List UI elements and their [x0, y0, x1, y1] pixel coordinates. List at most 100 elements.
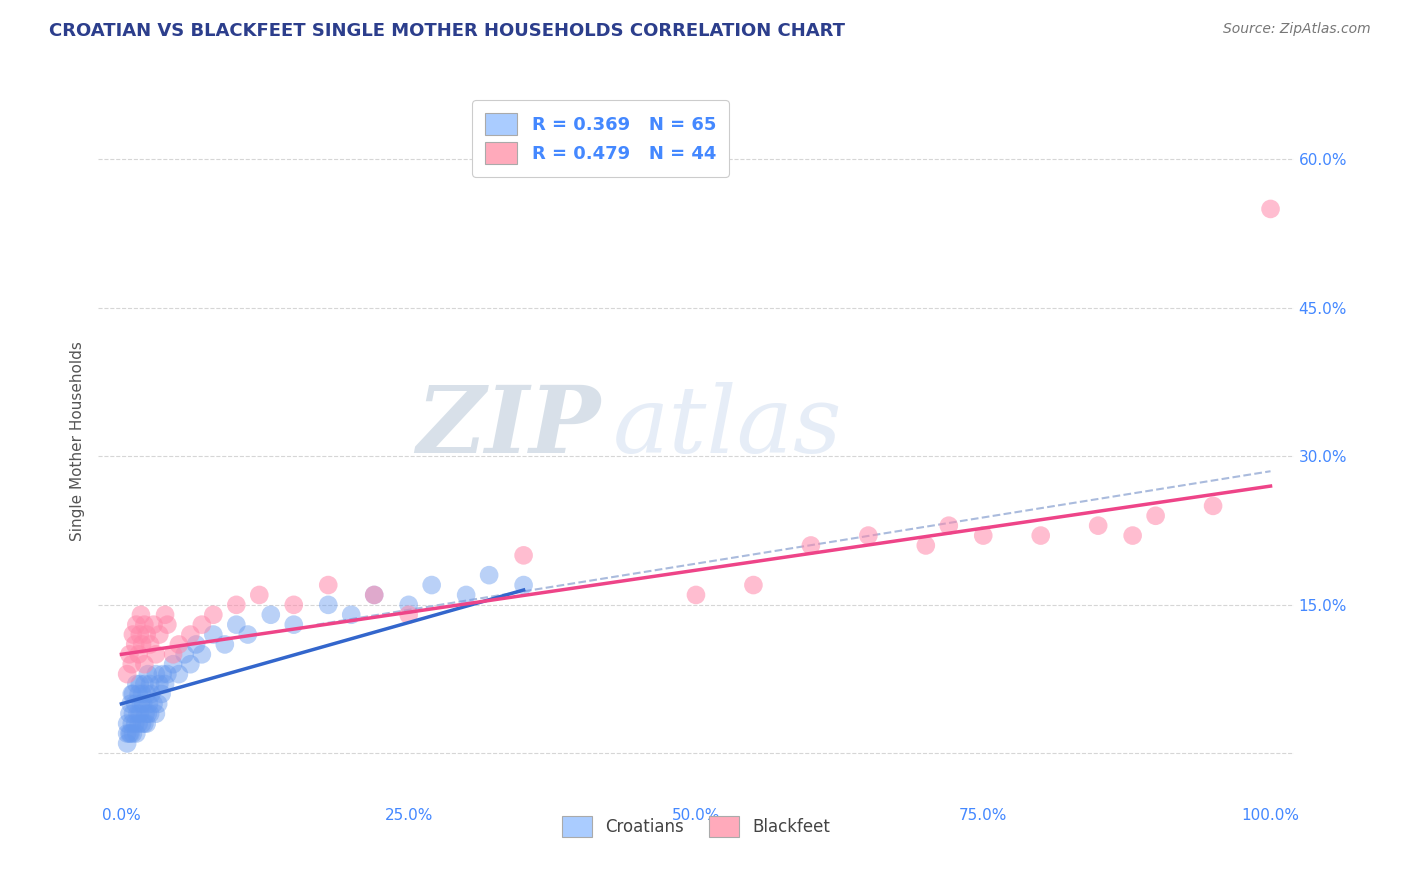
Point — [478, 568, 501, 582]
Point — [162, 657, 184, 672]
Point — [1087, 518, 1109, 533]
Point — [148, 627, 170, 641]
Point — [134, 657, 156, 672]
Point — [139, 677, 162, 691]
Point — [134, 677, 156, 691]
Point — [115, 736, 138, 750]
Point — [156, 617, 179, 632]
Text: atlas: atlas — [613, 382, 842, 472]
Point — [456, 588, 478, 602]
Point — [138, 697, 160, 711]
Point — [162, 648, 184, 662]
Point — [128, 706, 150, 721]
Point — [128, 687, 150, 701]
Point — [202, 627, 225, 641]
Point — [179, 627, 201, 641]
Point — [124, 716, 146, 731]
Point — [1260, 202, 1282, 216]
Point — [858, 528, 880, 542]
Point — [316, 598, 339, 612]
Point — [120, 726, 142, 740]
Point — [118, 648, 141, 662]
Point — [173, 648, 195, 662]
Point — [139, 637, 162, 651]
Point — [131, 716, 153, 731]
Point — [972, 528, 994, 542]
Point — [128, 677, 150, 691]
Point — [122, 726, 145, 740]
Point — [127, 706, 149, 721]
Point — [316, 578, 339, 592]
Point — [225, 617, 247, 632]
Point — [125, 677, 148, 691]
Point — [150, 687, 173, 701]
Point — [122, 706, 145, 721]
Text: ZIP: ZIP — [416, 382, 600, 472]
Point — [135, 687, 157, 701]
Point — [120, 697, 142, 711]
Point — [179, 657, 201, 672]
Point — [153, 677, 176, 691]
Point — [121, 687, 143, 701]
Point — [122, 687, 145, 701]
Point — [225, 598, 247, 612]
Point — [131, 637, 153, 651]
Y-axis label: Single Mother Households: Single Mother Households — [69, 342, 84, 541]
Point — [1202, 499, 1225, 513]
Point — [398, 598, 420, 612]
Point — [145, 648, 167, 662]
Point — [363, 588, 385, 602]
Point — [420, 578, 443, 592]
Point — [142, 617, 165, 632]
Point — [214, 637, 236, 651]
Point — [184, 637, 207, 651]
Point — [118, 706, 141, 721]
Point — [124, 697, 146, 711]
Point — [128, 627, 150, 641]
Point — [129, 697, 152, 711]
Point — [938, 518, 960, 533]
Point — [115, 667, 138, 681]
Point — [283, 617, 305, 632]
Legend: Croatians, Blackfeet: Croatians, Blackfeet — [554, 808, 838, 845]
Point — [132, 697, 155, 711]
Point — [167, 667, 190, 681]
Point — [135, 706, 157, 721]
Point — [124, 637, 146, 651]
Point — [800, 539, 823, 553]
Point — [136, 667, 159, 681]
Point — [1122, 528, 1144, 542]
Point — [153, 607, 176, 622]
Point — [398, 607, 420, 622]
Point — [247, 588, 270, 602]
Point — [191, 648, 214, 662]
Point — [167, 637, 190, 651]
Point — [121, 657, 143, 672]
Point — [512, 578, 534, 592]
Point — [115, 716, 138, 731]
Point — [125, 726, 148, 740]
Point — [128, 648, 150, 662]
Point — [148, 697, 170, 711]
Point — [128, 716, 150, 731]
Point — [283, 598, 305, 612]
Point — [122, 627, 145, 641]
Point — [202, 607, 225, 622]
Point — [191, 617, 214, 632]
Point — [135, 716, 157, 731]
Point — [141, 687, 163, 701]
Point — [156, 667, 179, 681]
Point — [363, 588, 385, 602]
Point — [512, 549, 534, 563]
Point — [1029, 528, 1052, 542]
Point — [135, 627, 157, 641]
Point — [115, 726, 138, 740]
Point — [145, 706, 167, 721]
Point — [152, 667, 174, 681]
Point — [742, 578, 765, 592]
Point — [131, 687, 153, 701]
Point — [145, 667, 167, 681]
Point — [236, 627, 259, 641]
Point — [121, 716, 143, 731]
Point — [118, 726, 141, 740]
